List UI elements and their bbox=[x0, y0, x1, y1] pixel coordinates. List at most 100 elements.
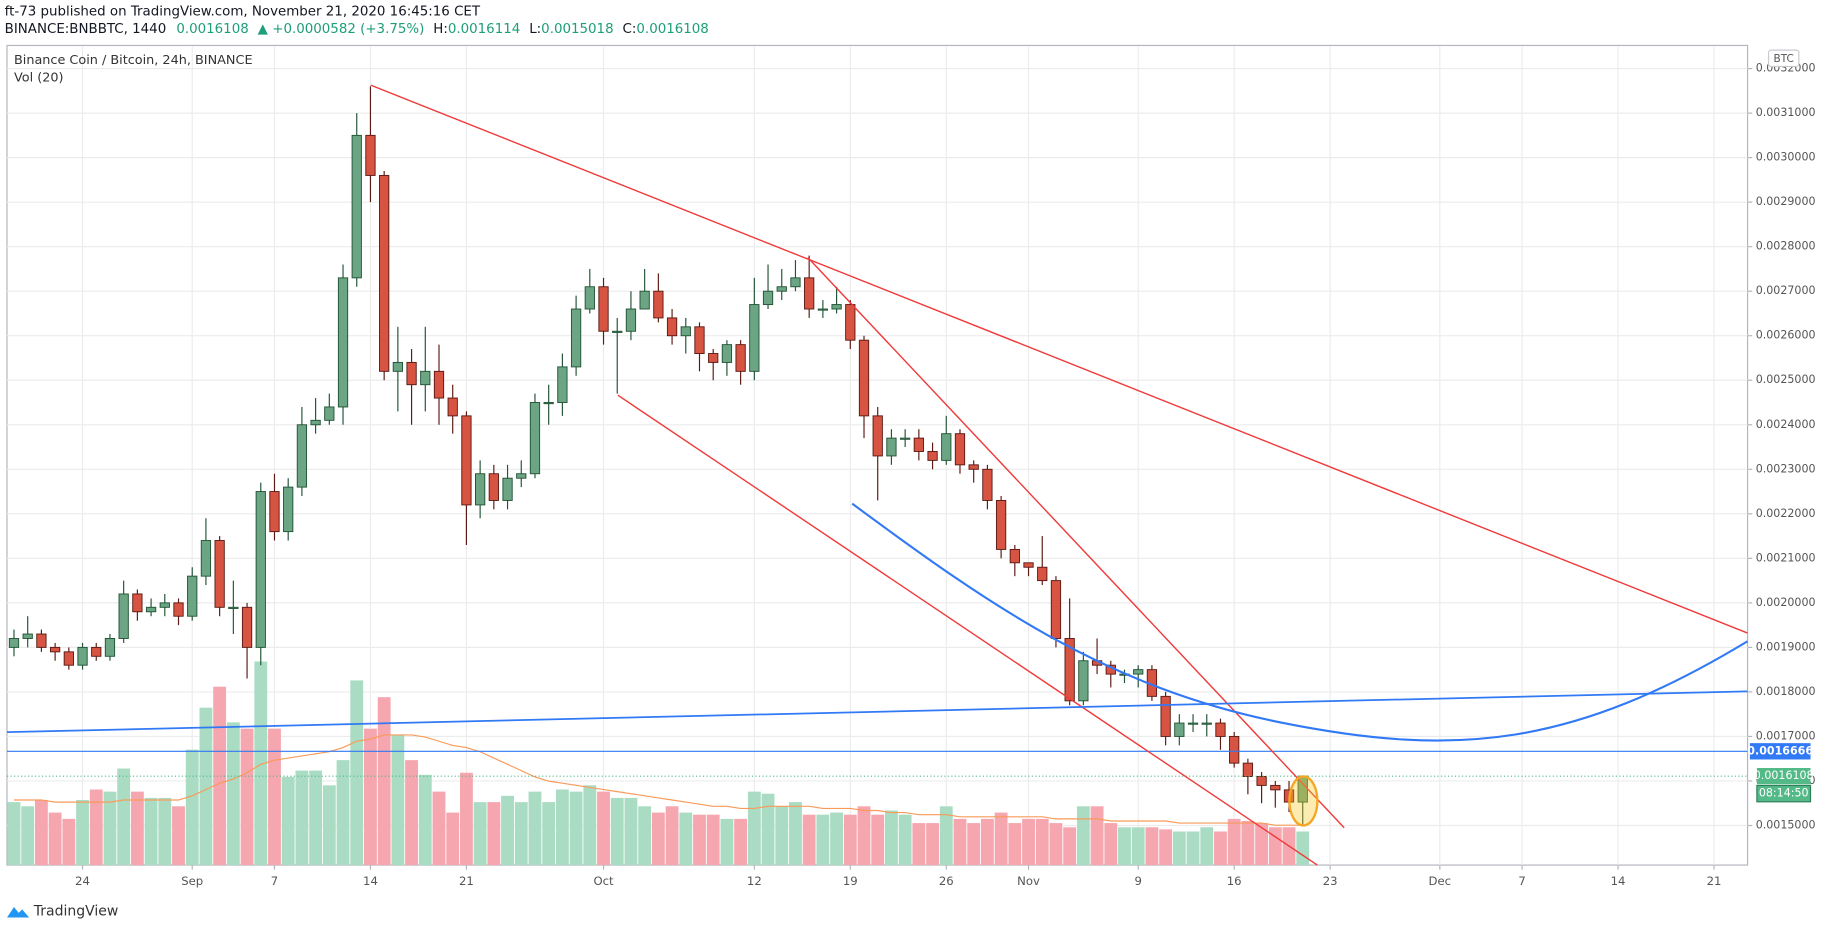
candle-body bbox=[1009, 548, 1020, 564]
candle-body bbox=[680, 326, 691, 337]
candle-body bbox=[570, 308, 582, 368]
candle-body bbox=[1078, 660, 1089, 702]
candle-body bbox=[1064, 638, 1075, 702]
candle-body bbox=[159, 602, 170, 608]
candle-body bbox=[1229, 735, 1240, 764]
candle-body bbox=[817, 308, 829, 311]
x-tick-label: 16 bbox=[1227, 874, 1242, 888]
candle-body bbox=[900, 437, 911, 440]
volume-bar bbox=[226, 722, 240, 866]
x-tick-label: 23 bbox=[1323, 874, 1338, 888]
y-tick-label: 0.0023000 bbox=[1756, 462, 1816, 475]
volume-pane bbox=[7, 661, 1310, 866]
volume-bar bbox=[89, 789, 103, 866]
volume-bar bbox=[843, 814, 857, 866]
volume-bar bbox=[775, 806, 789, 866]
volume-bar bbox=[665, 806, 679, 866]
y-tick-label: 0.0031000 bbox=[1756, 106, 1816, 119]
y-tick-label: 0.0025000 bbox=[1756, 373, 1816, 386]
drawings bbox=[6, 84, 1749, 866]
x-tick-label: 21 bbox=[459, 874, 474, 888]
candle-body bbox=[982, 468, 993, 501]
volume-bar bbox=[1008, 823, 1022, 866]
last-price-box bbox=[1756, 767, 1811, 785]
volume-bar bbox=[747, 791, 761, 866]
x-tick-label: 21 bbox=[1707, 874, 1722, 888]
logo bbox=[6, 907, 30, 918]
volume-bar bbox=[240, 728, 254, 866]
volume-bar bbox=[62, 818, 76, 866]
curve bbox=[851, 502, 1749, 742]
candle-body bbox=[584, 286, 595, 310]
volume-bar bbox=[130, 791, 144, 866]
candle-body bbox=[954, 433, 966, 466]
volume-bar bbox=[377, 697, 391, 866]
volume-bar bbox=[555, 789, 569, 866]
volume-bar bbox=[857, 806, 871, 866]
volume-bar bbox=[542, 802, 556, 866]
volume-bar bbox=[281, 776, 295, 866]
volume-bar bbox=[597, 791, 610, 866]
x-tick-label: 19 bbox=[843, 874, 858, 888]
volume-bar bbox=[1063, 827, 1077, 866]
volume-bar bbox=[350, 680, 364, 866]
candle-body bbox=[502, 477, 513, 501]
candle-body bbox=[228, 606, 239, 609]
candle-body bbox=[694, 326, 705, 354]
x-tick-label: 24 bbox=[75, 874, 90, 888]
volume-bar bbox=[21, 806, 35, 866]
candle-body bbox=[447, 397, 458, 417]
x-tick-label: 9 bbox=[1135, 874, 1142, 888]
candle-body bbox=[77, 646, 88, 666]
candle-body bbox=[1270, 784, 1281, 791]
x-tick-label: Nov bbox=[1017, 874, 1040, 888]
y-tick-label: 0.0015000 bbox=[1756, 818, 1816, 831]
brand: TradingView bbox=[33, 904, 118, 920]
low-label: L: bbox=[529, 22, 541, 37]
candle-body bbox=[1242, 762, 1254, 777]
candle-body bbox=[296, 424, 308, 488]
candle-body bbox=[269, 491, 280, 533]
x-tick-label: 12 bbox=[747, 874, 762, 888]
trend-line bbox=[6, 690, 1748, 734]
countdown-box bbox=[1756, 784, 1812, 803]
candle-body bbox=[1037, 566, 1048, 582]
candle-body bbox=[406, 361, 417, 386]
volume-bar bbox=[514, 802, 528, 866]
volume-bar bbox=[1200, 827, 1214, 866]
candle-body bbox=[118, 593, 129, 639]
candle-body bbox=[543, 402, 554, 405]
volume-bar bbox=[213, 686, 227, 866]
volume-bar bbox=[1159, 829, 1173, 866]
candle-body bbox=[1023, 562, 1034, 568]
candle-body bbox=[283, 486, 294, 533]
candle-body bbox=[392, 361, 403, 372]
symbol-line: BINANCE:BNBBTC, 1440 0.0016108 ▲ +0.0000… bbox=[5, 22, 709, 37]
candle-body bbox=[187, 575, 198, 617]
y-tick-label: 0.0020000 bbox=[1756, 596, 1816, 609]
candle-body bbox=[63, 651, 74, 666]
volume-bar bbox=[1296, 831, 1310, 866]
candle-body bbox=[145, 606, 157, 613]
volume-bar bbox=[1090, 806, 1104, 866]
volume-bar bbox=[885, 810, 898, 866]
change-value: ▲ +0.0000582 (+3.75%) bbox=[258, 22, 425, 37]
volume-bar bbox=[1022, 818, 1035, 866]
x-tick-label: Oct bbox=[593, 874, 614, 888]
candle-body bbox=[132, 593, 143, 613]
high-value: 0.0016114 bbox=[448, 22, 520, 37]
candle-body bbox=[1174, 722, 1185, 737]
volume-bar bbox=[336, 760, 350, 866]
volume-bar bbox=[1049, 823, 1063, 866]
candle-body bbox=[516, 473, 527, 479]
candle-body bbox=[790, 277, 801, 288]
volume-bar bbox=[830, 812, 844, 866]
candle-body bbox=[173, 602, 184, 617]
candle-body bbox=[1187, 722, 1199, 725]
candle-body bbox=[557, 366, 568, 403]
volume-bar bbox=[720, 818, 734, 866]
y-tick-label: 0.0030000 bbox=[1756, 151, 1816, 164]
candle-body bbox=[625, 308, 637, 332]
candle-body bbox=[351, 134, 362, 279]
x-tick-label: 26 bbox=[939, 874, 954, 888]
